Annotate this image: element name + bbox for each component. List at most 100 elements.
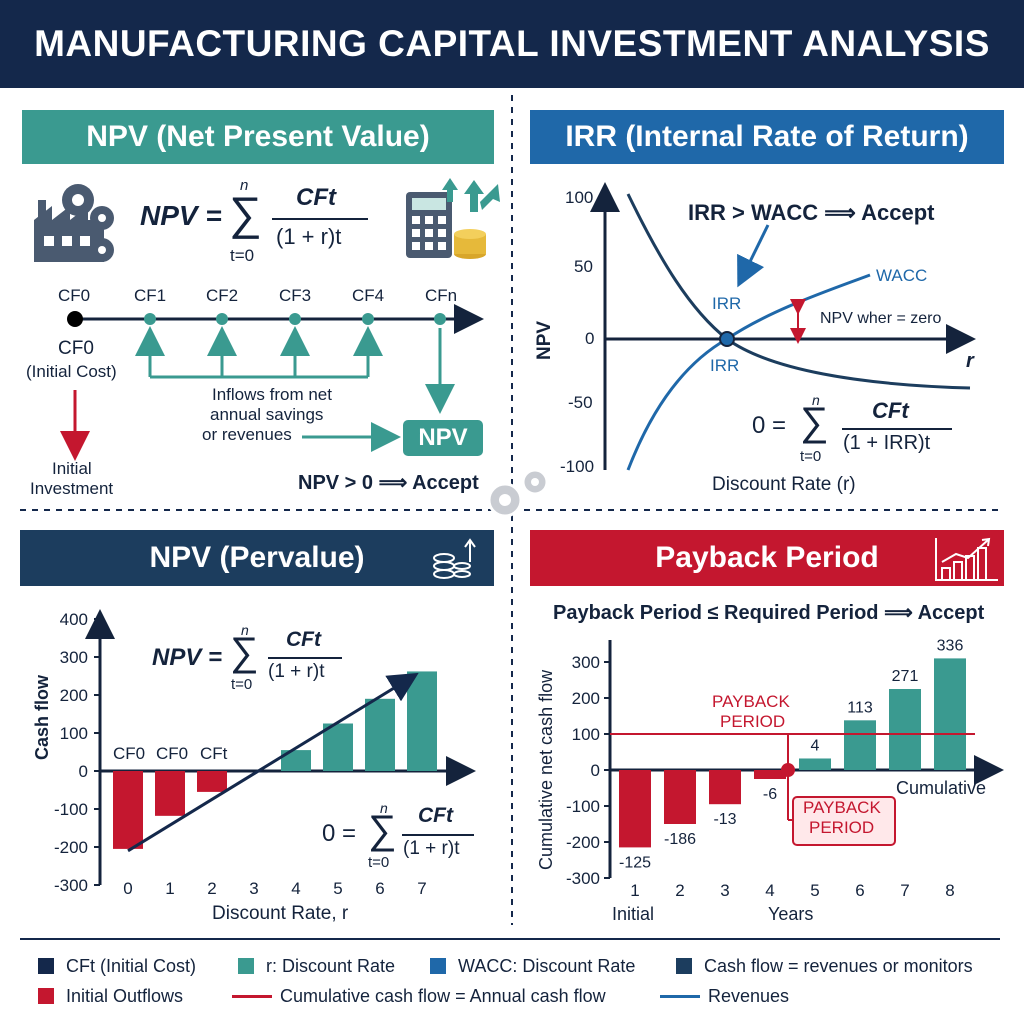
payback-bar-1 xyxy=(664,770,696,824)
pervalue-trend-arrow xyxy=(127,672,419,853)
payback-data-label-5: 113 xyxy=(847,699,873,716)
payback-x-tick-4: 5 xyxy=(810,881,819,900)
payback-x-tick-3: 4 xyxy=(765,881,774,900)
timeline-label-cf1: CF1 xyxy=(134,286,167,305)
payback-data-label-7: 336 xyxy=(937,637,964,654)
legend-label-5: Cumulative cash flow = Annual cash flow xyxy=(280,986,606,1006)
payback-x-start-label: Initial xyxy=(612,904,655,924)
irr-chart xyxy=(590,182,976,471)
pervalue-y-tick-7: -300 xyxy=(54,876,88,895)
pervalue-formula-top-bar xyxy=(268,657,342,659)
pervalue-y-tick-2: 200 xyxy=(60,686,88,705)
pervalue-formula-top-lhs: NPV = xyxy=(152,644,223,671)
irr-formula-sigma: ∑ xyxy=(800,400,829,444)
legend-label-2: WACC: Discount Rate xyxy=(458,956,636,976)
payback-period-label-top-2: PERIOD xyxy=(720,712,786,731)
payback-x-tick-2: 3 xyxy=(720,881,729,900)
pervalue-bar-7 xyxy=(407,671,437,771)
pervalue-formula-top-denominator: (1 + r)t xyxy=(268,661,325,682)
npv-decision: NPV > 0 ⟹ Accept xyxy=(298,472,479,494)
legend-swatch-3 xyxy=(676,958,692,974)
irr-y-tick-50: 50 xyxy=(574,257,593,276)
payback-bar-4 xyxy=(799,758,831,770)
pervalue-x-tick-1: 1 xyxy=(165,879,174,898)
timeline-label-cf2: CF2 xyxy=(206,286,239,305)
timeline-label-cf3: CF3 xyxy=(279,286,312,305)
payback-bar-2 xyxy=(709,770,741,805)
pervalue-x-tick-4: 4 xyxy=(291,879,300,898)
pervalue-y-axis-label: Cash flow xyxy=(32,674,52,760)
pervalue-x-tick-6: 6 xyxy=(375,879,384,898)
npv-result-box: NPV xyxy=(403,420,483,456)
payback-y-tick-3: 0 xyxy=(591,761,600,780)
pervalue-formula-bottom-lhs: 0 = xyxy=(322,820,357,847)
pervalue-x-tick-7: 7 xyxy=(417,879,426,898)
irr-y-tick-100: 100 xyxy=(565,188,594,207)
payback-x-axis-label: Years xyxy=(768,904,814,924)
irr-label-top: IRR xyxy=(712,294,742,313)
payback-bar-3 xyxy=(754,770,786,779)
payback-bar-5 xyxy=(844,720,876,770)
npv-formula-denominator: (1 + r)t xyxy=(276,224,342,249)
payback-data-label-0: -125 xyxy=(619,854,651,871)
irr-formula-denominator: (1 + IRR)t xyxy=(843,432,931,454)
irr-decision: IRR > WACC ⟹ Accept xyxy=(688,200,935,225)
npv-formula-bar xyxy=(272,218,368,220)
irr-x-symbol: r xyxy=(966,350,974,372)
pervalue-y-tick-3: 100 xyxy=(60,724,88,743)
payback-y-tick-1: 200 xyxy=(572,689,600,708)
timeline-label-cf4: CF4 xyxy=(352,286,385,305)
irr-formula-bar xyxy=(842,428,952,430)
npv-formula-sum-top: n xyxy=(240,177,249,194)
gears-icon xyxy=(62,184,114,262)
pervalue-x-axis-label: Discount Rate, r xyxy=(212,903,349,924)
page-title: MANUFACTURING CAPITAL INVESTMENT ANALYSI… xyxy=(34,23,990,64)
payback-x-tick-7: 8 xyxy=(945,881,954,900)
pervalue-bar-1 xyxy=(155,771,185,816)
irr-formula-sum-top: n xyxy=(812,392,820,408)
pervalue-formula-bottom-sum-bottom: t=0 xyxy=(368,854,390,871)
payback-chart: -125 -186 -13 -6 4 113 271 336 1 2 3 4 5 6 7 8 300 200 100… xyxy=(566,637,1004,900)
pervalue-y-tick-4: 0 xyxy=(79,762,88,781)
legend-swatch-0 xyxy=(38,958,54,974)
payback-data-label-2: -13 xyxy=(713,811,736,828)
inflows-line1: Inflows from net xyxy=(212,385,332,404)
irr-wacc-label: WACC xyxy=(876,266,928,285)
timeline-label-cf0: CF0 xyxy=(58,286,91,305)
pervalue-x-tick-5: 5 xyxy=(333,879,342,898)
payback-period-box-2: PERIOD xyxy=(809,818,875,837)
npv-header: NPV (Net Present Value) xyxy=(22,110,494,164)
pervalue-bar-5 xyxy=(323,723,353,771)
pervalue-header: NPV (Pervalue) xyxy=(20,530,494,586)
npv-header-text: NPV (Net Present Value) xyxy=(86,120,430,153)
npv-result-text: NPV xyxy=(418,424,468,451)
npv-timeline xyxy=(60,304,484,461)
npv-formula-sum-bottom: t=0 xyxy=(230,246,255,265)
payback-x-tick-5: 6 xyxy=(855,881,864,900)
payback-x-tick-0: 1 xyxy=(630,881,639,900)
payback-bar-6 xyxy=(889,689,921,770)
irr-formula-sum-bottom: t=0 xyxy=(800,448,822,465)
cf0-label: CF0 xyxy=(58,338,94,359)
pervalue-x-tick-2: 2 xyxy=(207,879,216,898)
irr-y-tick-0: 0 xyxy=(585,329,595,348)
pervalue-y-tick-6: -200 xyxy=(54,838,88,857)
pervalue-formula-bottom-sum-top: n xyxy=(380,800,388,816)
pervalue-chart: 0 1 2 3 4 5 6 7 400 300 200 100 0 -100 -200 -300 xyxy=(54,609,476,898)
irr-npv-curve xyxy=(626,193,971,390)
pervalue-formula-top-sigma: ∑ xyxy=(230,630,259,674)
calculator-icon xyxy=(406,178,500,259)
legend-label-4: Initial Outflows xyxy=(66,986,184,1006)
payback-y-tick-4: -100 xyxy=(566,797,600,816)
growth-arrows-icon xyxy=(442,178,500,212)
pervalue-bar-4 xyxy=(281,750,311,771)
payback-bar-0 xyxy=(619,770,651,848)
bar-growth-icon xyxy=(935,537,998,581)
legend-swatch-2 xyxy=(430,958,446,974)
pervalue-formula-bottom-bar xyxy=(402,834,474,836)
pervalue-formula-top-numerator: CFt xyxy=(286,628,321,651)
legend-swatch-1 xyxy=(238,958,254,974)
payback-bar-7 xyxy=(934,658,966,770)
initial-investment-line2: Investment xyxy=(30,479,114,498)
payback-data-label-3: -6 xyxy=(763,786,777,803)
